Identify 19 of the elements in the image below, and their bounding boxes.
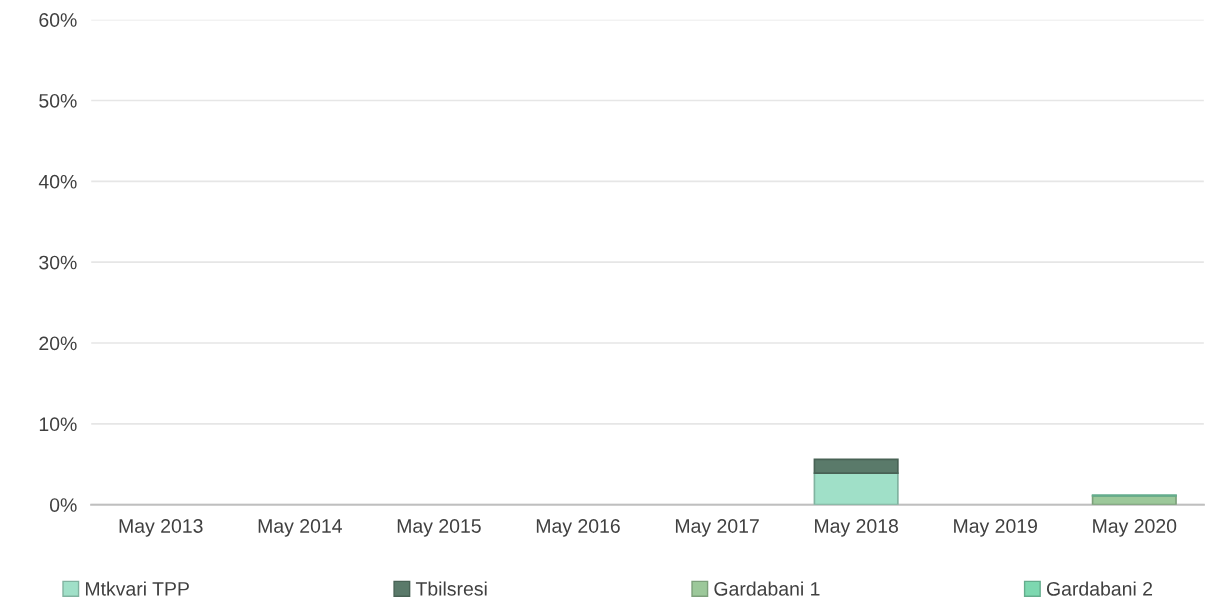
x-tick-label: May 2017 (675, 519, 759, 537)
y-tick-label: 30% (39, 255, 77, 270)
y-tick-label: 60% (39, 13, 77, 27)
y-tick-label: 20% (39, 336, 77, 351)
y-tick-label: 50% (39, 93, 77, 108)
x-tick-label: May 2020 (1093, 519, 1177, 537)
legend-label: Gardabani 1 (714, 581, 820, 596)
legend-label: Mtkvari TPP (85, 581, 189, 596)
x-tick-label: May 2015 (397, 519, 481, 537)
x-tick-label: May 2018 (815, 519, 898, 537)
x-tick-label: May 2013 (119, 519, 203, 537)
y-tick-label: 40% (38, 174, 77, 189)
x-tick-label: May 2014 (258, 519, 342, 537)
y-tick-label: 0% (49, 498, 77, 512)
y-tick-label: 10% (39, 417, 77, 432)
legend-label: Gardabani 2 (1046, 581, 1153, 596)
x-tick-label: May 2019 (954, 519, 1037, 537)
x-tick-label: May 2016 (536, 519, 620, 537)
legend-label: Tbilsresi (415, 581, 487, 596)
